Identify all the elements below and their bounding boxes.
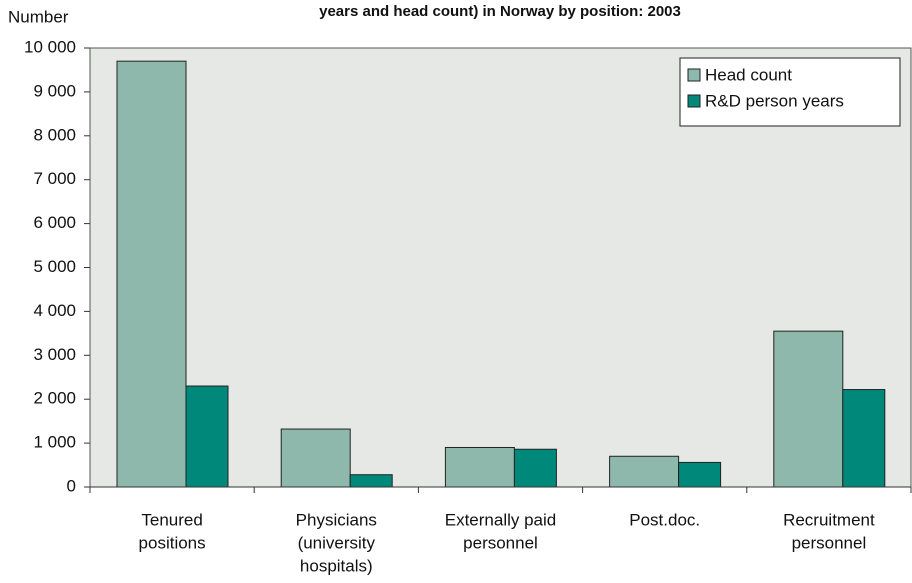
x-tick-label: positions [139, 533, 206, 552]
y-tick-label: 10 000 [24, 37, 76, 56]
bar [444, 446, 515, 488]
x-tick-label: hospitals) [300, 556, 373, 575]
x-tick-label: Recruitment [783, 510, 875, 529]
y-axis-label: Number [8, 7, 69, 26]
bar [185, 385, 229, 488]
legend-label: Head count [705, 65, 792, 84]
legend-swatch [687, 94, 701, 108]
y-tick-label: 4 000 [33, 301, 76, 320]
y-tick-label: 8 000 [33, 125, 76, 144]
bar [773, 330, 844, 488]
legend-swatch [687, 68, 701, 82]
x-tick-label: personnel [463, 533, 538, 552]
x-tick-label: Physicians [296, 510, 377, 529]
legend-box [679, 57, 901, 127]
y-tick-label: 6 000 [33, 213, 76, 232]
bar [609, 455, 680, 488]
y-tick-label: 3 000 [33, 345, 76, 364]
bar [116, 60, 187, 488]
legend-label: R&D person years [705, 91, 844, 110]
x-tick-label: (university [298, 533, 376, 552]
y-tick-label: 2 000 [33, 389, 76, 408]
x-tick-label: personnel [792, 533, 867, 552]
x-tick-label: Tenured [141, 510, 202, 529]
x-tick-label: Externally paid [445, 510, 557, 529]
y-tick-label: 5 000 [33, 257, 76, 276]
bar [349, 474, 393, 488]
y-tick-label: 1 000 [33, 433, 76, 452]
bar [842, 389, 886, 488]
y-tick-label: 9 000 [33, 81, 76, 100]
x-tick-label: Post.doc. [629, 510, 700, 529]
bar [280, 428, 351, 488]
chart-title: years and head count) in Norway by posit… [319, 3, 681, 20]
bar [678, 461, 722, 488]
bar [513, 448, 557, 488]
y-tick-label: 0 [67, 476, 76, 495]
y-tick-label: 7 000 [33, 169, 76, 188]
